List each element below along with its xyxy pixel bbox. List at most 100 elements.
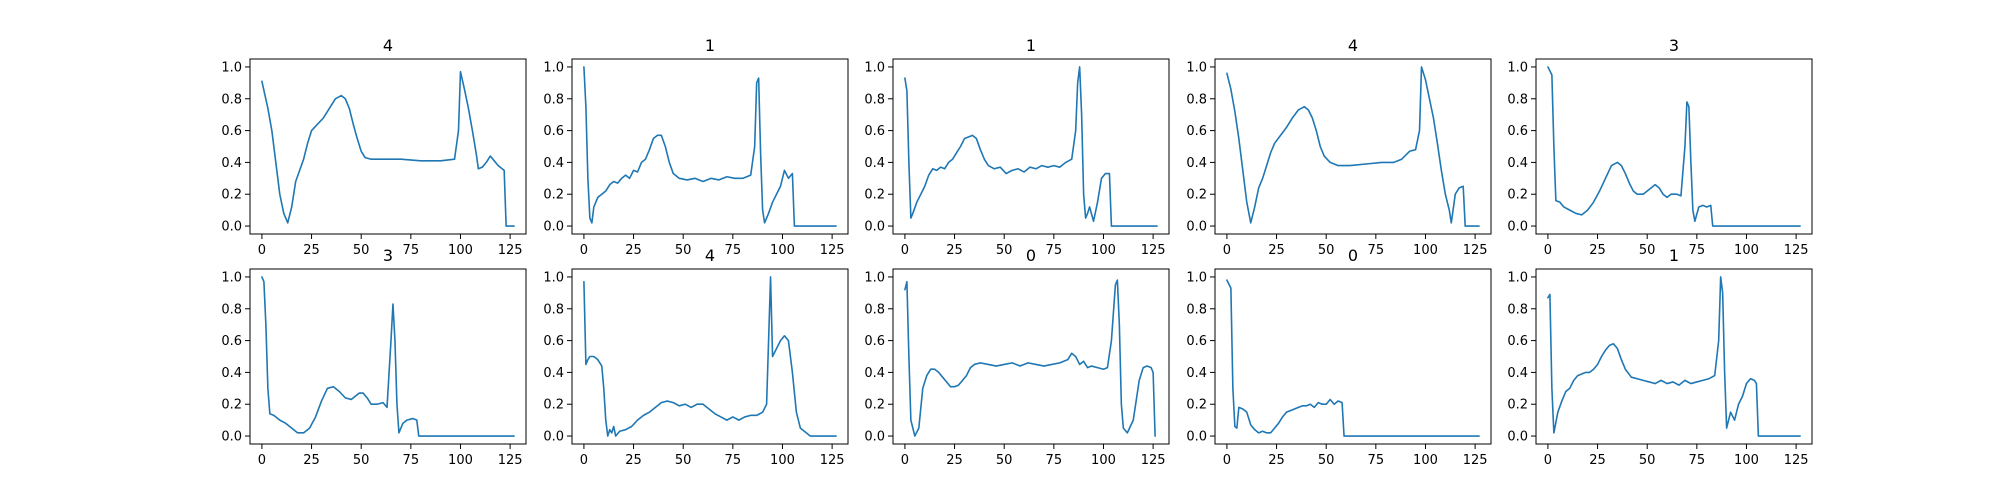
y-tick-label: 0.6 (543, 334, 564, 349)
x-tick-label: 25 (946, 453, 963, 468)
y-tick-label: 1.0 (221, 270, 242, 285)
y-tick-label: 0.2 (221, 398, 242, 413)
y-tick-label: 0.0 (1186, 430, 1207, 445)
y-tick-label: 0.0 (1186, 220, 1207, 235)
x-tick-label: 0 (901, 453, 909, 468)
x-tick-label: 100 (1734, 453, 1759, 468)
y-tick-label: 0.4 (864, 366, 885, 381)
x-tick-label: 50 (996, 243, 1013, 258)
x-tick-label: 100 (770, 453, 795, 468)
x-tick-label: 50 (353, 453, 370, 468)
y-tick-label: 0.0 (221, 220, 242, 235)
x-tick-label: 75 (403, 243, 420, 258)
x-tick-label: 100 (770, 243, 795, 258)
series-line (1547, 276, 1801, 437)
y-tick-label: 0.8 (543, 92, 564, 107)
x-tick-label: 125 (1463, 453, 1488, 468)
x-tick-label: 75 (1689, 453, 1706, 468)
x-tick-label: 25 (625, 243, 642, 258)
x-tick-label: 50 (1318, 453, 1335, 468)
x-tick-label: 100 (1734, 243, 1759, 258)
x-tick-label: 75 (1689, 243, 1706, 258)
y-tick-label: 0.8 (543, 302, 564, 317)
x-tick-label: 100 (1413, 243, 1438, 258)
y-tick-label: 0.8 (1507, 92, 1528, 107)
x-tick-label: 0 (580, 243, 588, 258)
subplot-title: 4 (705, 246, 715, 265)
y-tick-label: 0.8 (221, 302, 242, 317)
y-tick-label: 0.2 (543, 398, 564, 413)
y-tick-label: 0.4 (543, 156, 564, 171)
subplot-5: 3 0 25 50 75 100 125 0.0 0.2 0.4 0.6 0.8 1.0 (1507, 36, 1813, 258)
y-tick-label: 0.4 (221, 156, 242, 171)
series-line (904, 66, 1158, 227)
x-tick-label: 0 (1223, 243, 1231, 258)
x-tick-label: 100 (448, 243, 473, 258)
x-tick-label: 0 (258, 243, 266, 258)
y-tick-label: 0.2 (1507, 398, 1528, 413)
y-tick-label: 0.4 (221, 366, 242, 381)
x-tick-label: 50 (996, 453, 1013, 468)
x-tick-label: 0 (580, 453, 588, 468)
x-tick-label: 125 (498, 453, 523, 468)
subplot-10: 1 0 25 50 75 100 125 0.0 0.2 0.4 0.6 0.8 1.0 (1507, 246, 1813, 468)
y-tick-label: 0.8 (221, 92, 242, 107)
subplot-title: 1 (705, 36, 715, 55)
y-tick-label: 0.0 (543, 220, 564, 235)
y-tick-label: 0.4 (543, 366, 564, 381)
y-tick-label: 1.0 (1507, 60, 1528, 75)
subplot-9: 0 0 25 50 75 100 125 0.0 0.2 0.4 0.6 0.8 1.0 (1186, 246, 1492, 468)
subplot-1: 4 0 25 50 75 100 125 0.0 0.2 0.4 0.6 0.8 1.0 (221, 36, 527, 258)
y-tick-label: 0.0 (864, 220, 885, 235)
x-tick-label: 25 (1268, 453, 1285, 468)
x-tick-label: 50 (1318, 243, 1335, 258)
subplot-title: 0 (1026, 246, 1036, 265)
y-tick-label: 1.0 (543, 270, 564, 285)
axes-frame (1214, 58, 1492, 235)
y-tick-label: 1.0 (221, 60, 242, 75)
series-line (583, 276, 837, 437)
series-line (261, 276, 515, 437)
y-tick-label: 0.8 (864, 302, 885, 317)
axes-frame (1535, 268, 1813, 445)
x-tick-label: 100 (1091, 453, 1116, 468)
y-tick-label: 0.4 (1186, 366, 1207, 381)
y-tick-label: 0.2 (1186, 188, 1207, 203)
y-tick-label: 0.0 (543, 430, 564, 445)
subplot-4: 4 0 25 50 75 100 125 0.0 0.2 0.4 0.6 0.8 1.0 (1186, 36, 1492, 258)
subplot-6: 3 0 25 50 75 100 125 0.0 0.2 0.4 0.6 0.8 1.0 (221, 246, 527, 468)
subplot-title: 1 (1669, 246, 1679, 265)
y-tick-label: 1.0 (1507, 270, 1528, 285)
subplot-title: 4 (383, 36, 393, 55)
y-tick-label: 0.8 (1186, 302, 1207, 317)
axes-frame (1535, 58, 1813, 235)
x-tick-label: 0 (258, 453, 266, 468)
y-tick-label: 0.0 (864, 430, 885, 445)
x-tick-label: 0 (1544, 453, 1552, 468)
x-tick-label: 75 (1368, 243, 1385, 258)
y-tick-label: 0.4 (1186, 156, 1207, 171)
series-line (261, 70, 515, 227)
x-tick-label: 100 (1413, 453, 1438, 468)
axes-frame (892, 268, 1170, 445)
x-tick-label: 50 (675, 243, 692, 258)
y-tick-label: 0.4 (864, 156, 885, 171)
y-tick-label: 0.6 (864, 334, 885, 349)
x-tick-label: 125 (1784, 243, 1809, 258)
series-line (1226, 279, 1480, 437)
x-tick-label: 125 (1141, 453, 1166, 468)
series-line (583, 66, 837, 227)
y-tick-label: 0.0 (1507, 220, 1528, 235)
axes-frame (571, 58, 849, 235)
x-tick-label: 100 (448, 453, 473, 468)
y-tick-label: 0.6 (1507, 334, 1528, 349)
axes-frame (249, 268, 527, 445)
y-tick-label: 0.8 (1507, 302, 1528, 317)
y-tick-label: 0.6 (221, 334, 242, 349)
x-tick-label: 125 (1141, 243, 1166, 258)
x-tick-label: 25 (1589, 453, 1606, 468)
subplot-title: 0 (1348, 246, 1358, 265)
x-tick-label: 25 (625, 453, 642, 468)
